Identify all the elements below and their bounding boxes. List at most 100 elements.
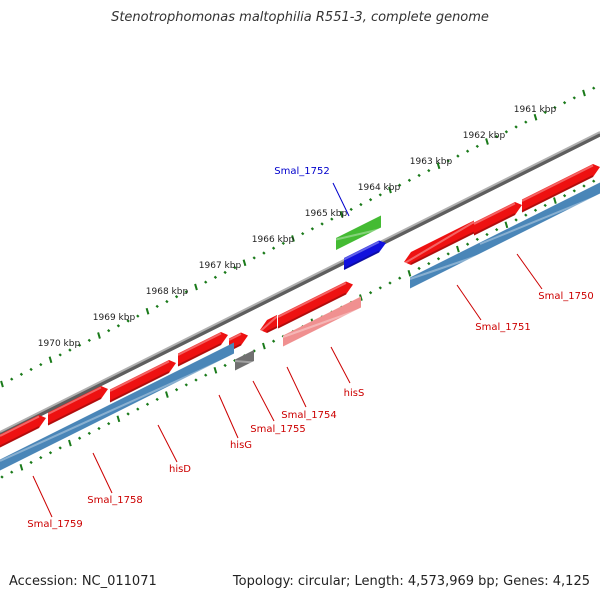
outer-tick [582,89,586,97]
cds-smal-1750-a[interactable] [473,202,522,236]
inner-tick [533,208,538,212]
outer-tick [514,125,518,129]
cds-hisd-body [110,360,176,403]
inner-tick [407,269,412,277]
gene-label-smal_1755[interactable]: Smal_1755 [250,380,306,435]
trna-smal-1752[interactable] [335,215,382,251]
inner-tick [465,242,470,246]
gene-label-smal_1751[interactable]: Smal_1751 [456,284,531,333]
cds-smal-1751-shadow [410,231,475,265]
inner-tick [107,422,111,426]
inner-tick [582,184,586,188]
outer-tick [77,343,82,347]
inner-tick [0,475,4,479]
gene-label-hisg[interactable]: hisG [218,394,252,451]
cds-smal-1758[interactable] [47,386,108,426]
outer-tick [388,186,392,194]
gene-track-right-b[interactable] [479,182,600,254]
gene-track-right-a[interactable] [409,242,481,289]
cds-hisd[interactable] [109,360,176,403]
inner-tick [204,373,208,377]
outer-tick [465,149,470,153]
inner-tick [145,402,150,406]
outer-tick [291,235,295,242]
outer-tick [378,193,382,197]
inner-tick [213,366,218,374]
inner-tick [524,213,528,217]
outer-tick [107,329,111,333]
inner-tick [485,232,489,237]
outer-tick [145,307,150,315]
leader-line [218,394,239,439]
outer-tick [165,299,169,304]
leader-line [32,475,53,518]
outer-tick [126,319,130,323]
gene-label-hisd[interactable]: hisD [157,424,191,475]
gene-label-hiss[interactable]: hisS [330,346,364,399]
gene-label-text: hisD [169,464,191,475]
cds-smal-1754[interactable] [259,315,278,333]
gene-label-text: Smal_1751 [475,322,530,333]
leader-line [286,366,307,408]
cds-smal-1750-a-shine [473,202,516,225]
pink-feature[interactable] [282,296,362,347]
inner-tick [417,266,421,271]
inner-tick [436,257,441,261]
gene-track-left[interactable] [0,342,235,471]
cds-hisg-shadow [177,343,222,367]
cds-smal-1759[interactable] [0,415,46,448]
rna-smal-1752-body [344,240,386,270]
outer-tick [233,265,237,270]
cds-smal-1750-b-shadow [521,175,594,213]
inner-tick [592,179,596,183]
outer-tick [213,275,218,279]
outer-tick [533,113,538,121]
inner-tick [368,291,373,295]
leader-line [252,380,275,422]
inner-tick [543,203,547,208]
outer-tick [68,348,72,352]
outer-tick [0,380,4,388]
inner-tick [378,286,382,290]
outer-tick [310,227,315,231]
rna-smal-1752[interactable] [343,240,386,271]
gene-label-smal_1759[interactable]: Smal_1759 [27,475,83,530]
gene-label-smal_1758[interactable]: Smal_1758 [87,452,143,506]
outer-tick [456,154,460,158]
kbp-label-layer: 1961 kbp 1962 kbp 1963 kbp 1964 kbp 1965 kbp… [38,105,557,349]
cds-smal-1750-b-body [522,164,600,213]
kbp-label: 1970 kbp [38,339,81,349]
cds-hiss-shine [277,282,347,318]
cds-hisd-shine [109,360,170,392]
gene-label-text: hisG [230,440,252,451]
cds-smal-1750-a-body [474,202,522,236]
cds-smal-1750-b[interactable] [521,164,600,213]
cds-hiss[interactable] [277,281,353,329]
cds-smal-1750-b-shine [521,164,594,202]
trna-smal-1752-body [336,215,381,250]
gene-track-right-b-body [480,182,600,254]
outer-tick [524,120,528,124]
inner-tick [165,391,169,398]
inner-tick [562,194,567,198]
cds-smal-1751[interactable] [403,220,475,266]
inner-tick [495,228,499,232]
kbp-label: 1963 kbp [410,157,453,167]
gene-label-smal_1750[interactable]: Smal_1750 [516,253,594,302]
leader-line [332,182,350,217]
kbp-label: 1968 kbp [146,287,189,297]
gene-label-smal_1754[interactable]: Smal_1754 [281,366,337,421]
inner-tick [427,261,431,266]
outer-tick [136,314,140,318]
outer-tick [271,246,276,250]
pseudo-feature[interactable] [234,350,255,371]
outer-tick [417,173,421,178]
gene-label-layer[interactable]: Smal_1752 Smal_1750 Smal_1751 hisS Smal_1754… [27,166,593,530]
feature-layer[interactable] [0,164,600,471]
cds-hisg[interactable] [177,332,228,367]
outer-tick [572,96,576,100]
kbp-label: 1969 kbp [93,313,136,323]
gene-label-smal_1752[interactable]: Smal_1752 [274,166,350,217]
accession-text: Accession: NC_011071 [9,574,157,589]
